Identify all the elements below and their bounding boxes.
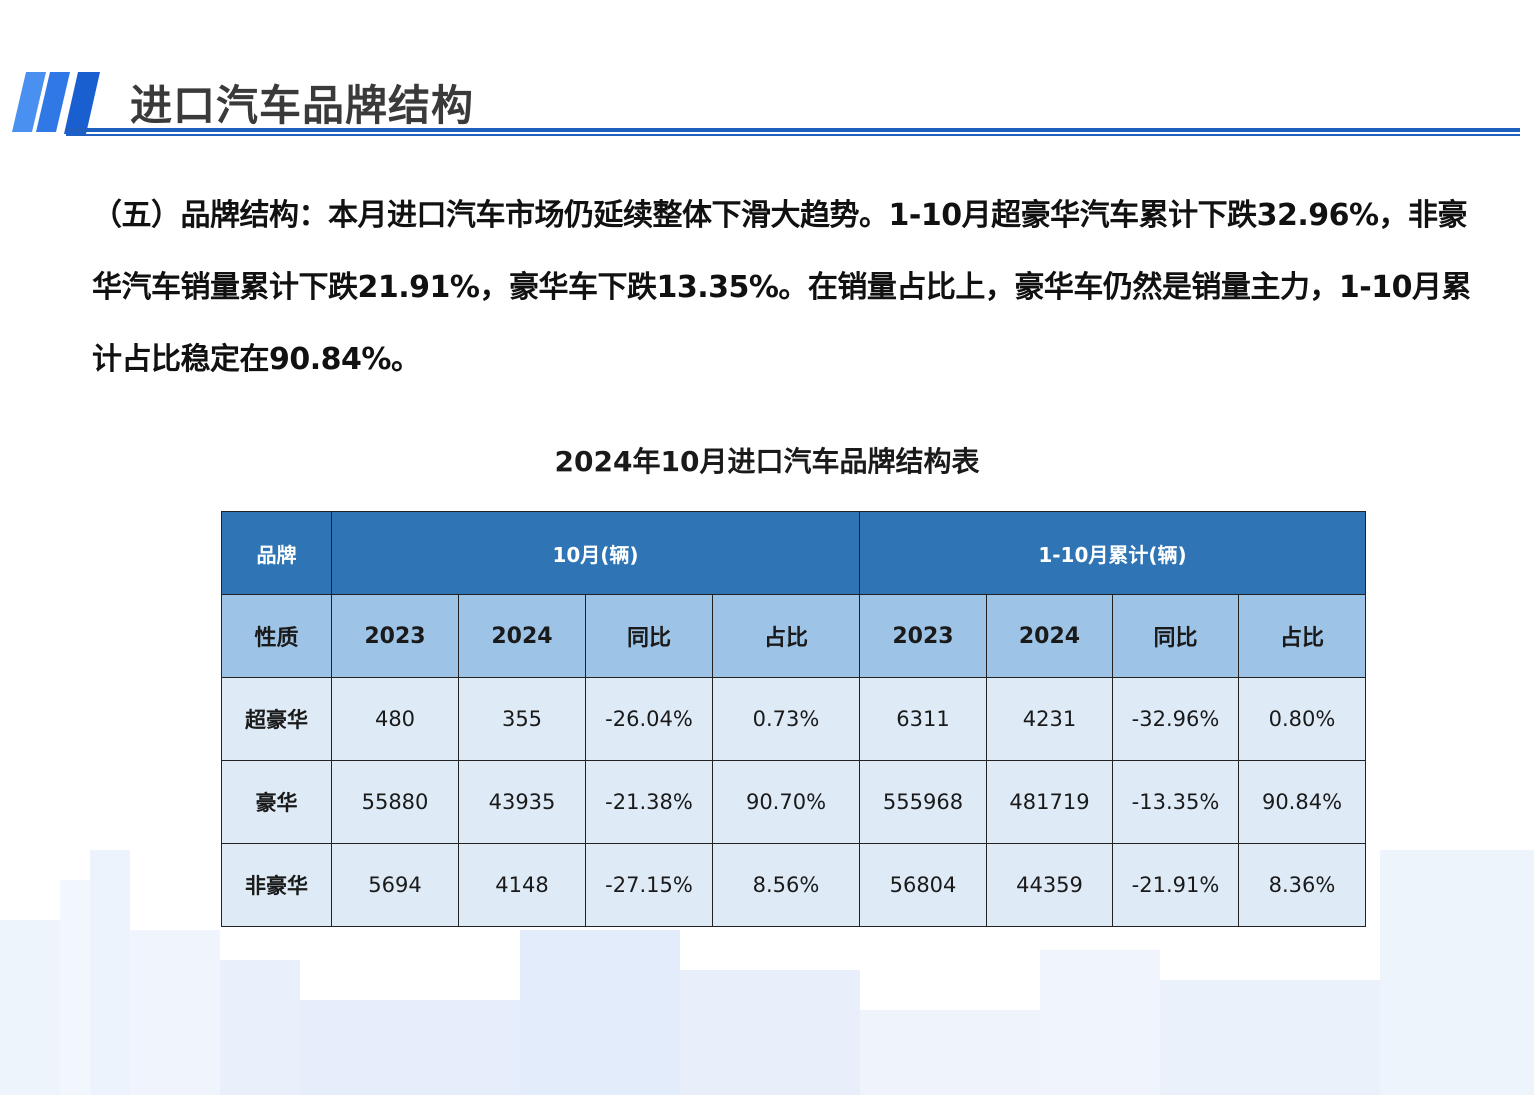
table-cell: 4148 (458, 843, 586, 927)
table-title: 2024年10月进口汽车品牌结构表 (554, 445, 980, 478)
table-cell: 8.36% (1238, 843, 1366, 927)
table-cell: 6311 (859, 677, 987, 761)
table-cell: 0.73% (712, 677, 860, 761)
page-title: 进口汽车品牌结构 (130, 81, 475, 130)
header-cell: 性质 (221, 594, 332, 678)
table-cell: 355 (458, 677, 586, 761)
header-cell: 2023 (331, 594, 459, 678)
table-cell: 4231 (986, 677, 1113, 761)
table-cell: 43935 (458, 760, 586, 844)
row-label: 超豪华 (221, 677, 332, 761)
header-cell: 10月(辆) (331, 511, 860, 595)
header-cell: 占比 (712, 594, 860, 678)
table-cell: 90.84% (1238, 760, 1366, 844)
table-cell: 555968 (859, 760, 987, 844)
table-cell: 0.80% (1238, 677, 1366, 761)
table-cell: -13.35% (1112, 760, 1239, 844)
header-cell: 同比 (585, 594, 713, 678)
table-cell: 90.70% (712, 760, 860, 844)
table-cell: 8.56% (712, 843, 860, 927)
header-row-1: 品牌 10月(辆) 1-10月累计(辆) (221, 511, 1366, 595)
table-row: 豪华 55880 43935 -21.38% 90.70% 555968 481… (221, 760, 1366, 844)
header-cell: 2024 (458, 594, 586, 678)
table-cell: -21.91% (1112, 843, 1239, 927)
header-cell: 品牌 (221, 511, 332, 595)
header-cell: 同比 (1112, 594, 1239, 678)
table-cell: 481719 (986, 760, 1113, 844)
header-cell: 2024 (986, 594, 1113, 678)
header-cell: 占比 (1238, 594, 1366, 678)
table-cell: 480 (331, 677, 459, 761)
title-divider (66, 128, 1520, 132)
table-row: 超豪华 480 355 -26.04% 0.73% 6311 4231 -32.… (221, 677, 1366, 761)
summary-paragraph: （五）品牌结构：本月进口汽车市场仍延续整体下滑大趋势。1-10月超豪华汽车累计下… (92, 198, 1471, 377)
brand-structure-table: 品牌 10月(辆) 1-10月累计(辆) 性质 2023 2024 同比 占比 … (221, 511, 1366, 927)
table-cell: 5694 (331, 843, 459, 927)
header-cell: 1-10月累计(辆) (859, 511, 1366, 595)
table-cell: 55880 (331, 760, 459, 844)
table-cell: -21.38% (585, 760, 713, 844)
table-cell: -27.15% (585, 843, 713, 927)
header-cell: 2023 (859, 594, 987, 678)
header-stripes-icon (12, 72, 100, 134)
table-row: 非豪华 5694 4148 -27.15% 8.56% 56804 44359 … (221, 843, 1366, 927)
header-row-2: 性质 2023 2024 同比 占比 2023 2024 同比 占比 (221, 594, 1366, 678)
row-label: 非豪华 (221, 843, 332, 927)
table-cell: 56804 (859, 843, 987, 927)
row-label: 豪华 (221, 760, 332, 844)
title-divider-thin (66, 134, 1520, 136)
table-cell: -26.04% (585, 677, 713, 761)
table-cell: 44359 (986, 843, 1113, 927)
table-cell: -32.96% (1112, 677, 1239, 761)
